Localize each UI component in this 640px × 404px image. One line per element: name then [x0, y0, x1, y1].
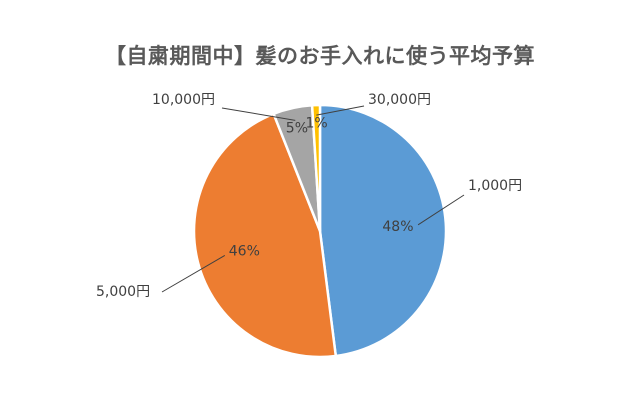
pie-labels: 48% 1,000円 46% 5,000円 5% 10,000円 1% 30,000円	[96, 92, 522, 300]
leader-line-3	[221, 107, 296, 121]
category-label-4: 30,000円	[368, 92, 431, 108]
leader-line-1	[417, 194, 465, 226]
chart-title: 【自粛期間中】髪のお手入れに使う平均予算	[105, 44, 535, 68]
pie-slice-4	[310, 103, 322, 232]
percent-label-3: 5%	[286, 121, 308, 137]
leader-line-2	[161, 255, 226, 293]
pie-slices	[192, 103, 448, 359]
percent-label-1: 48%	[382, 219, 413, 235]
pie-slice-1	[318, 103, 448, 358]
category-label-1: 1,000円	[468, 178, 522, 194]
category-label-3: 10,000円	[152, 92, 215, 108]
pie-slice-2	[192, 112, 338, 359]
percent-label-2: 46%	[229, 243, 260, 259]
category-label-2: 5,000円	[96, 284, 150, 300]
leader-line-4	[316, 105, 365, 116]
leader-lines	[161, 105, 465, 293]
percent-label-4: 1%	[305, 116, 327, 132]
